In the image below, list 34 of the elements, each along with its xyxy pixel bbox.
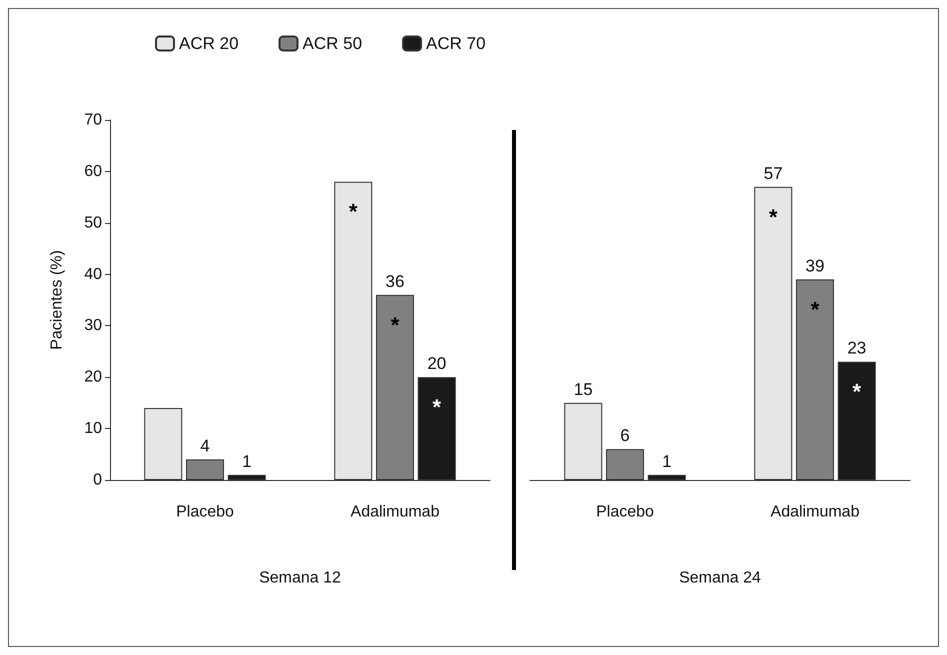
legend-label: ACR 20 (179, 34, 239, 53)
data-label: 1 (662, 452, 672, 471)
x-axis-title: Semana 12 (259, 570, 342, 586)
data-label: 57 (764, 164, 783, 183)
y-tick-label: 40 (84, 266, 102, 283)
data-label: 39 (806, 256, 824, 276)
data-label: 15 (574, 380, 593, 399)
annotation: * (810, 296, 820, 322)
data-label: 1 (242, 452, 252, 471)
legend-label: ACR 50 (302, 34, 362, 53)
y-tick-label: 70 (84, 112, 102, 128)
x-axis-title: Semana 24 (679, 570, 762, 586)
data-label: 36 (386, 272, 404, 291)
x-tick-label: Adalimumab (770, 504, 860, 520)
y-tick-label: 60 (84, 162, 102, 180)
data-label: 4 (200, 436, 210, 456)
x-tick-label: Placebo (596, 504, 654, 520)
x-tick-label: Adalimumab (350, 504, 440, 520)
y-tick-label: 0 (93, 472, 102, 488)
annotation: * (852, 379, 862, 404)
annotation: * (768, 204, 778, 230)
legend-label: ACR 70 (426, 34, 486, 53)
data-label: 6 (620, 426, 630, 446)
annotation: * (390, 312, 400, 338)
y-tick-label: 50 (84, 214, 102, 232)
x-tick-label: Placebo (176, 504, 234, 520)
annotation: * (348, 199, 358, 224)
annotation: * (432, 394, 442, 420)
y-tick-label: 30 (84, 317, 102, 334)
y-axis-title: Pacientes (%) (48, 250, 66, 350)
data-label: 20 (427, 354, 446, 374)
y-tick-label: 10 (84, 420, 102, 438)
data-label: 23 (847, 338, 866, 358)
y-tick-label: 20 (84, 368, 102, 386)
